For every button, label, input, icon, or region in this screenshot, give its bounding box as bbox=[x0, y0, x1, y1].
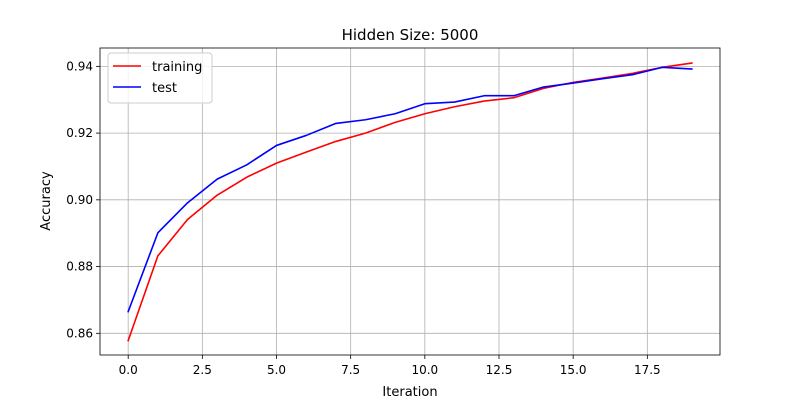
x-tick-label: 2.5 bbox=[193, 363, 212, 377]
y-tick-label: 0.90 bbox=[66, 193, 93, 207]
x-tick-label: 10.0 bbox=[411, 363, 438, 377]
x-tick-label: 5.0 bbox=[267, 363, 286, 377]
legend: training test bbox=[107, 52, 213, 104]
y-tick-label: 0.94 bbox=[66, 59, 93, 73]
y-tick-label: 0.92 bbox=[66, 126, 93, 140]
chart-title: Hidden Size: 5000 bbox=[342, 26, 479, 44]
y-tick-label: 0.88 bbox=[66, 260, 93, 274]
series-line-training bbox=[127, 62, 693, 342]
x-axis-label: Iteration bbox=[382, 385, 437, 400]
legend-label-test: test bbox=[152, 81, 177, 96]
y-axis-ticks: 0.86 0.88 0.90 0.92 0.94 bbox=[66, 59, 100, 340]
series-lines bbox=[127, 62, 693, 342]
x-tick-label: 17.5 bbox=[634, 363, 661, 377]
plot-frame bbox=[99, 47, 721, 356]
series-line-test bbox=[127, 66, 693, 313]
x-tick-label: 0.0 bbox=[119, 363, 138, 377]
x-tick-label: 15.0 bbox=[560, 363, 587, 377]
x-tick-label: 7.5 bbox=[341, 363, 360, 377]
legend-label-training: training bbox=[152, 60, 202, 75]
y-tick-label: 0.86 bbox=[66, 326, 93, 340]
x-tick-label: 12.5 bbox=[486, 363, 513, 377]
x-axis-ticks: 0.0 2.5 5.0 7.5 10.0 12.5 15.0 17.5 bbox=[119, 355, 661, 377]
y-axis-label: Accuracy bbox=[39, 171, 54, 231]
